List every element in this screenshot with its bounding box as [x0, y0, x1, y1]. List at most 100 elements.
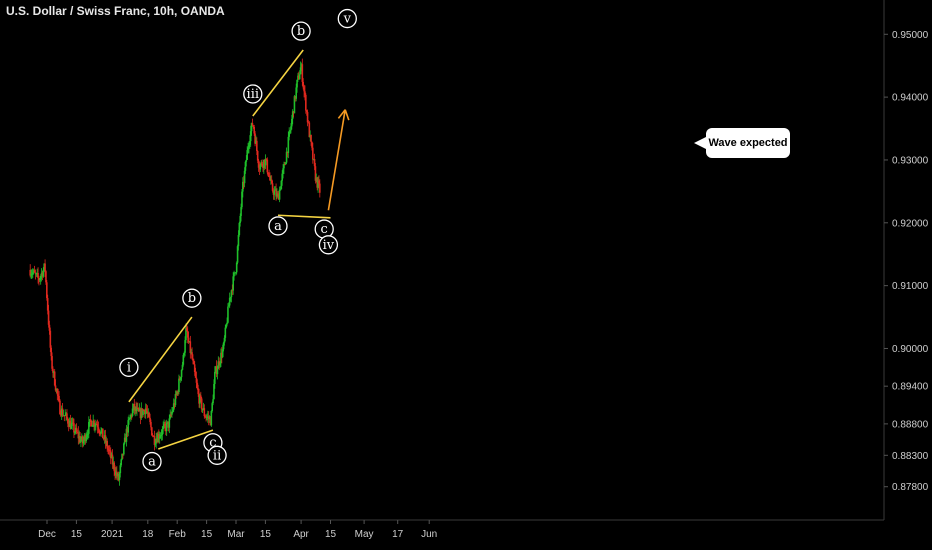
candle-body [248, 144, 250, 148]
candle-body [268, 175, 270, 177]
candle-body [317, 180, 319, 188]
time-axis[interactable]: Dec 15 2021 18 Feb 15 Mar 15 Apr 15 May 17 Jun [38, 520, 437, 540]
wave-label[interactable]: a [268, 216, 288, 236]
candle-body [164, 423, 166, 426]
wave-label-circle [142, 451, 162, 472]
wave-label-circle [268, 216, 288, 236]
candle-body [311, 142, 313, 148]
candle-body [285, 151, 288, 163]
candle-body [60, 414, 62, 416]
candle-body [177, 391, 179, 393]
wave-label[interactable]: b [291, 21, 311, 41]
trendline[interactable] [128, 316, 193, 403]
candle-body [228, 297, 231, 306]
candle-body [91, 425, 94, 427]
candle-body [38, 277, 40, 281]
candle-body [126, 428, 129, 433]
candle-body [242, 181, 245, 184]
candle-body [161, 429, 164, 435]
candle-body [257, 160, 260, 168]
candle-body [175, 394, 178, 396]
candle-body [198, 394, 200, 404]
price-tick-label: 0.88800 [892, 419, 929, 430]
candle-body [47, 310, 50, 325]
candle-body [187, 337, 190, 343]
candle-body [69, 420, 72, 429]
candle-body [214, 366, 217, 372]
candle-body [223, 337, 226, 343]
candle-body [117, 474, 120, 481]
wave-label-text: b [297, 24, 305, 39]
candle-body [258, 167, 261, 170]
candle-body [172, 410, 174, 412]
candle-body [221, 352, 223, 358]
candle-body [305, 94, 307, 111]
candle-body [264, 158, 267, 166]
wave-label[interactable]: v [337, 8, 357, 29]
candle-body [114, 471, 116, 475]
candle-body [151, 435, 154, 437]
candle-body [102, 438, 105, 440]
candle-body [133, 403, 136, 411]
candle-body [46, 282, 48, 299]
candle-body [50, 347, 52, 357]
trendline[interactable] [252, 49, 304, 117]
candle-body [244, 161, 247, 171]
candle-body [312, 159, 315, 161]
candle-body [93, 420, 95, 427]
candle-body [53, 371, 55, 373]
candle-body [120, 459, 122, 466]
candle-body [90, 420, 93, 427]
candle-body [236, 246, 239, 263]
candle-body [132, 403, 135, 409]
candle-body [179, 377, 182, 380]
wave-label[interactable]: iii [243, 84, 263, 104]
wave-label[interactable]: ii [207, 445, 227, 465]
price-tick-label: 0.94000 [892, 93, 929, 104]
trendline[interactable] [158, 429, 214, 450]
candle-body [225, 324, 227, 328]
candle-body [112, 462, 115, 465]
price-tick-label: 0.90000 [892, 344, 929, 355]
wave-label[interactable]: iv [318, 235, 339, 255]
candle-body [304, 91, 306, 95]
candle-body [286, 151, 289, 153]
candle-body [78, 436, 80, 439]
candle-body [250, 123, 253, 132]
candle-body [73, 423, 75, 433]
candle-body [105, 440, 108, 443]
trendline[interactable] [277, 214, 331, 219]
candle-body [203, 408, 206, 417]
candle-body [209, 417, 212, 426]
candle-body [214, 371, 216, 384]
candle-body [97, 427, 100, 431]
candle-body [89, 419, 92, 421]
candle-body [237, 235, 240, 247]
wave-label[interactable]: b [182, 288, 202, 308]
wave-label-circle [182, 288, 202, 308]
price-tick-label: 0.93000 [892, 155, 929, 166]
candle-body [110, 454, 113, 459]
candle-body [179, 378, 181, 380]
candle-body [215, 366, 218, 375]
candle-body [309, 134, 311, 138]
candle-body [226, 322, 228, 325]
candle-body [318, 180, 320, 184]
wave-label[interactable]: i [119, 357, 139, 377]
candle-body [96, 424, 99, 428]
candle-body [315, 177, 318, 181]
candle-body [30, 274, 32, 276]
candle-body [146, 411, 149, 414]
candle-body [140, 408, 143, 419]
price-axis[interactable]: 0.95000 0.94000 0.93000 0.92000 0.91000 0.900… [884, 30, 929, 493]
candle-body [147, 412, 150, 414]
candle-body [160, 434, 163, 436]
candle-body [63, 415, 66, 417]
candle-body [130, 414, 132, 419]
wave-label[interactable]: a [142, 451, 162, 472]
candle-body [148, 412, 150, 418]
candle-body [156, 438, 158, 443]
candle-body [43, 263, 45, 270]
time-tick-label: Jun [421, 529, 437, 540]
